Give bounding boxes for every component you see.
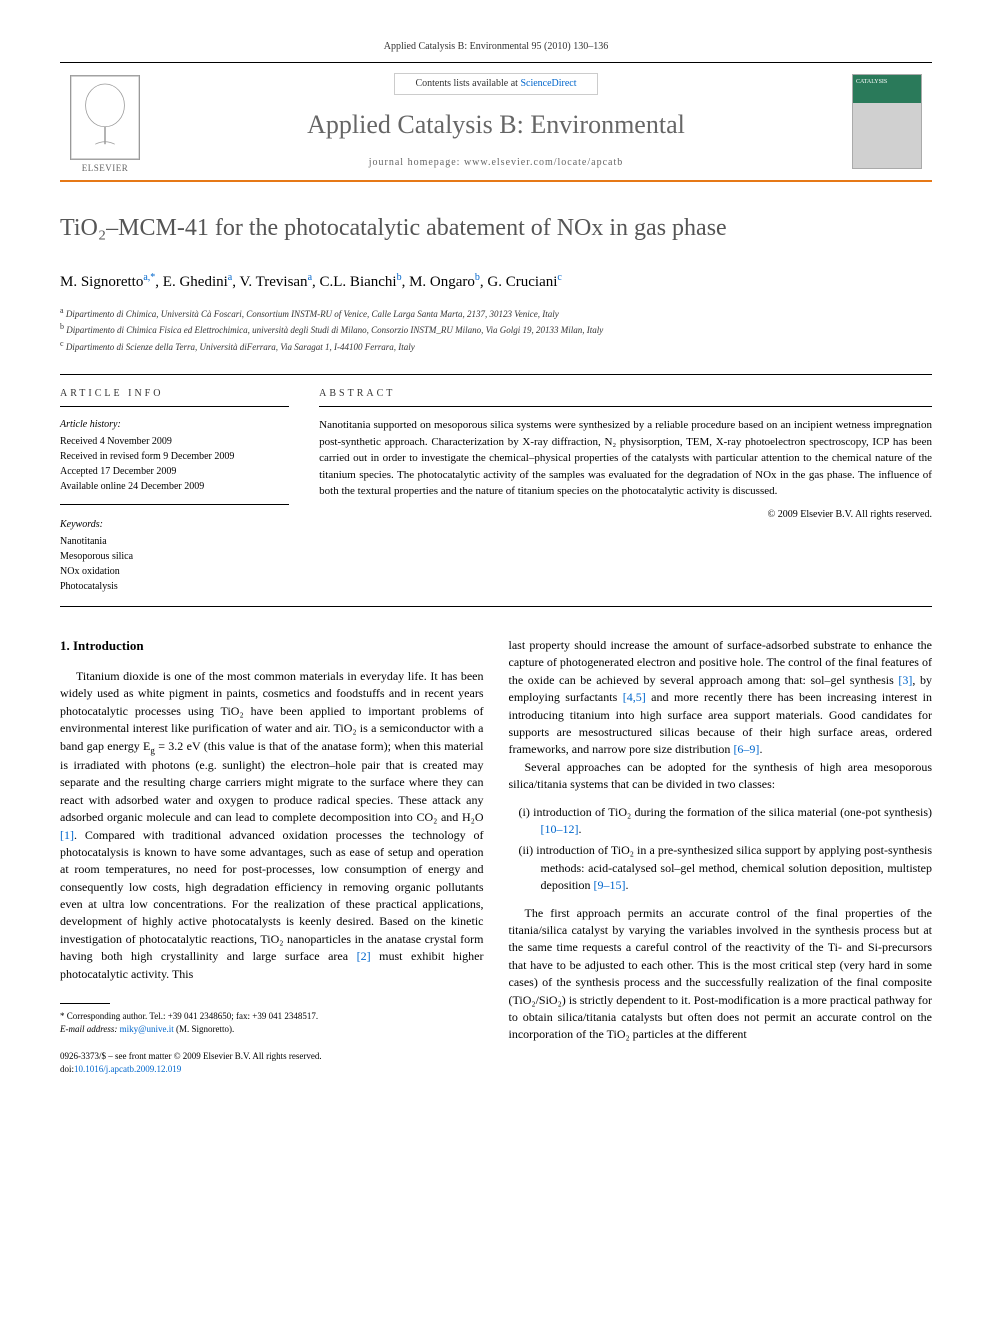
- right-column: last property should increase the amount…: [509, 637, 933, 1075]
- ref-45-link[interactable]: [4,5]: [623, 690, 646, 704]
- keywords-block: Keywords: Nanotitania Mesoporous silica …: [60, 517, 289, 594]
- article-info-label: ARTICLE INFO: [60, 387, 289, 407]
- ref-1012-link[interactable]: [10–12]: [541, 822, 579, 836]
- sciencedirect-link[interactable]: ScienceDirect: [520, 78, 576, 89]
- contents-prefix: Contents lists available at: [415, 78, 520, 89]
- left-column: 1. Introduction Titanium dioxide is one …: [60, 637, 484, 1075]
- intro-para-4: The first approach permits an accurate c…: [509, 905, 933, 1044]
- keyword-4: Photocatalysis: [60, 579, 289, 594]
- doi-link[interactable]: 10.1016/j.apcatb.2009.12.019: [74, 1064, 181, 1074]
- elsevier-label: ELSEVIER: [82, 162, 129, 175]
- intro-para-3: Several approaches can be adopted for th…: [509, 759, 933, 794]
- journal-banner: ELSEVIER Contents lists available at Sci…: [60, 62, 932, 182]
- abstract-copyright: © 2009 Elsevier B.V. All rights reserved…: [319, 508, 932, 522]
- li2a: (ii) introduction of TiO₂ in a pre-synth…: [519, 843, 933, 892]
- body-columns: 1. Introduction Titanium dioxide is one …: [60, 637, 932, 1075]
- approach-ii: (ii) introduction of TiO₂ in a pre-synth…: [519, 842, 933, 894]
- received-date: Received 4 November 2009: [60, 434, 289, 449]
- ref-2-link[interactable]: [2]: [357, 949, 371, 963]
- article-info-panel: ARTICLE INFO Article history: Received 4…: [60, 375, 304, 606]
- intro-para-1: Titanium dioxide is one of the most comm…: [60, 668, 484, 983]
- abstract-label: ABSTRACT: [319, 387, 932, 407]
- article-title: TiO₂–MCM-41 for the photocatalytic abate…: [60, 212, 932, 246]
- section-1-heading: 1. Introduction: [60, 637, 484, 656]
- author-3: , V. Trevisan: [232, 274, 307, 290]
- authors-line: M. Signorettoa,*, E. Ghedinia, V. Trevis…: [60, 271, 932, 293]
- doi-label: doi:: [60, 1064, 74, 1074]
- elsevier-tree-icon: [70, 75, 140, 160]
- header-citation: Applied Catalysis B: Environmental 95 (2…: [60, 40, 932, 54]
- keyword-2: Mesoporous silica: [60, 549, 289, 564]
- email-suffix: (M. Signoretto).: [174, 1024, 235, 1034]
- journal-name: Applied Catalysis B: Environmental: [307, 107, 685, 143]
- li2b: .: [626, 878, 629, 892]
- email-label: E-mail address:: [60, 1024, 120, 1034]
- li1a: (i) introduction of TiO₂ during the form…: [519, 805, 933, 819]
- li1b: .: [579, 822, 582, 836]
- p1c: . Compared with traditional advanced oxi…: [60, 828, 484, 964]
- info-abstract-row: ARTICLE INFO Article history: Received 4…: [60, 374, 932, 607]
- cover-thumbnail-panel: CATALYSIS: [842, 63, 932, 180]
- ref-1-link[interactable]: [1]: [60, 828, 74, 842]
- article-history: Article history: Received 4 November 200…: [60, 417, 289, 505]
- bottom-info: 0926-3373/$ – see front matter © 2009 El…: [60, 1050, 484, 1075]
- intro-para-2: last property should increase the amount…: [509, 637, 933, 759]
- history-heading: Article history:: [60, 417, 289, 432]
- approach-i: (i) introduction of TiO₂ during the form…: [519, 804, 933, 839]
- contents-available: Contents lists available at ScienceDirec…: [394, 73, 597, 95]
- author-1: M. Signoretto: [60, 274, 143, 290]
- abstract-text: Nanotitania supported on mesoporous sili…: [319, 417, 932, 500]
- corresponding-author-note: * Corresponding author. Tel.: +39 041 23…: [60, 1010, 484, 1023]
- author-4: , C.L. Bianchi: [312, 274, 397, 290]
- keywords-heading: Keywords:: [60, 517, 289, 532]
- ref-3-link[interactable]: [3]: [898, 673, 912, 687]
- banner-center: Contents lists available at ScienceDirec…: [150, 63, 842, 180]
- footnote-separator: [60, 1003, 110, 1004]
- approach-list: (i) introduction of TiO₂ during the form…: [519, 804, 933, 895]
- affiliations: a Dipartimento di Chimica, Università Cà…: [60, 305, 932, 355]
- online-date: Available online 24 December 2009: [60, 479, 289, 494]
- author-6-aff[interactable]: c: [557, 272, 561, 283]
- p2d: .: [759, 742, 762, 756]
- author-5: , M. Ongaro: [402, 274, 475, 290]
- abstract-panel: ABSTRACT Nanotitania supported on mesopo…: [304, 375, 932, 606]
- journal-homepage: journal homepage: www.elsevier.com/locat…: [369, 156, 624, 170]
- journal-cover-icon: CATALYSIS: [852, 74, 922, 169]
- footnotes: * Corresponding author. Tel.: +39 041 23…: [60, 1010, 484, 1035]
- affiliation-a: Dipartimento di Chimica, Università Cà F…: [66, 309, 559, 319]
- affiliation-b: Dipartimento di Chimica Fisica ed Elettr…: [66, 325, 603, 335]
- author-2: , E. Ghedini: [155, 274, 228, 290]
- accepted-date: Accepted 17 December 2009: [60, 464, 289, 479]
- keyword-1: Nanotitania: [60, 534, 289, 549]
- ref-915-link[interactable]: [9–15]: [594, 878, 626, 892]
- email-link[interactable]: miky@unive.it: [120, 1024, 174, 1034]
- affiliation-c: Dipartimento di Scienze della Terra, Uni…: [66, 342, 415, 352]
- p2a: last property should increase the amount…: [509, 638, 933, 687]
- front-matter-line: 0926-3373/$ – see front matter © 2009 El…: [60, 1050, 484, 1063]
- ref-69-link[interactable]: [6–9]: [733, 742, 759, 756]
- publisher-logo-panel: ELSEVIER: [60, 63, 150, 180]
- author-6: , G. Cruciani: [480, 274, 557, 290]
- keyword-3: NOx oxidation: [60, 564, 289, 579]
- revised-date: Received in revised form 9 December 2009: [60, 449, 289, 464]
